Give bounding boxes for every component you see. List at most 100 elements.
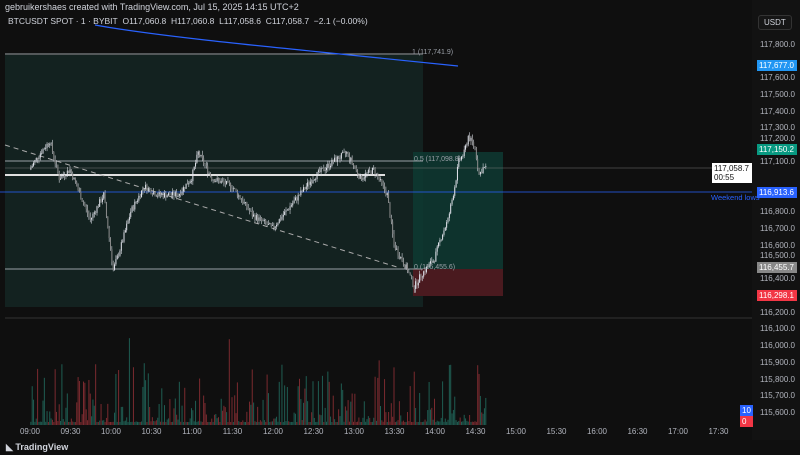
candle [413,286,415,289]
price-tick: 116,400.0 [760,274,795,283]
candle [355,168,357,170]
volume-bar [42,400,44,425]
volume-bar [270,421,272,425]
volume-bar [357,421,359,425]
candle [319,170,321,173]
candle [350,157,352,161]
volume-bar [334,419,336,425]
candle [405,264,407,269]
volume-bar [475,421,477,425]
volume-bar [371,421,373,425]
candle [334,157,336,162]
candle [203,158,205,164]
volume-bar [373,417,375,425]
volume-bar [95,364,97,425]
candle [72,173,74,180]
volume-bar [389,421,391,425]
currency-button[interactable]: USDT [758,15,792,30]
candle [397,248,399,256]
volume-bar [470,421,472,425]
volume-bar [222,410,224,425]
volume-bar [315,422,317,425]
candle [159,192,161,195]
volume-bar [228,339,230,425]
candle [95,212,97,213]
volume-bar [438,421,440,425]
volume-bar [73,422,75,425]
candle [420,274,422,278]
candle [285,210,287,212]
symbol[interactable]: BTCUSDT SPOT · 1 · BYBIT [8,16,118,26]
candle [290,205,292,207]
volume-red-tag: 0 [740,416,753,427]
volume-bar [240,422,242,425]
candle [242,200,244,204]
candle [100,199,102,202]
candle [396,248,398,250]
candle [443,230,445,235]
volume-bar [76,402,78,425]
volume-bar [393,367,395,425]
candle [482,167,484,174]
candle [276,224,278,227]
volume-bar [84,382,86,425]
candle [134,201,136,210]
time-tick: 09:30 [60,427,81,436]
volume-bar [57,421,59,425]
candle [331,159,333,166]
volume-bar [176,414,178,425]
candle [415,281,417,289]
candle [64,175,66,177]
volume-bar [169,399,171,425]
volume-bar [338,409,340,425]
price-tick: 117,500.0 [760,89,795,99]
fib-label-05: 0.5 (117,098.8) [414,156,461,163]
ma-price-tag: 117,677.0 [757,60,797,71]
volume-bar [134,421,136,425]
volume-bar [126,417,128,425]
volume-bar [89,393,91,425]
volume-bar [354,393,356,425]
volume-bar [145,380,147,425]
candle [99,199,101,207]
candle [385,190,387,196]
volume-bar [370,421,372,425]
candle [42,149,44,154]
volume-bar [342,389,344,425]
candle [303,187,305,192]
candle [307,182,309,187]
candle [434,260,435,262]
candle [456,166,458,181]
candle [70,169,72,174]
candle [388,193,390,203]
candles [30,132,487,293]
candle [143,188,145,190]
candle [369,169,371,171]
candle [83,201,84,204]
volume-bar [452,409,454,425]
volume-bar [404,421,406,425]
volume-bar [226,412,228,425]
volume-bar [340,383,342,425]
volume-bar [428,382,430,425]
candle [297,194,299,201]
candle [149,188,151,190]
volume-bar [479,395,481,425]
candle [249,209,251,211]
volume-bar [112,421,114,425]
volume-bar [444,418,446,425]
candle [370,170,372,175]
volume-bar [235,413,237,425]
candle [68,170,70,173]
candle [452,195,454,200]
volume-bar [440,417,442,425]
candle [193,166,195,170]
volume-bar [434,398,435,425]
volume-bar [238,421,240,425]
volume-bar [474,421,476,425]
volume-bar [308,422,310,425]
volume-bar [447,419,449,425]
candle [404,264,406,269]
candle [141,190,143,198]
